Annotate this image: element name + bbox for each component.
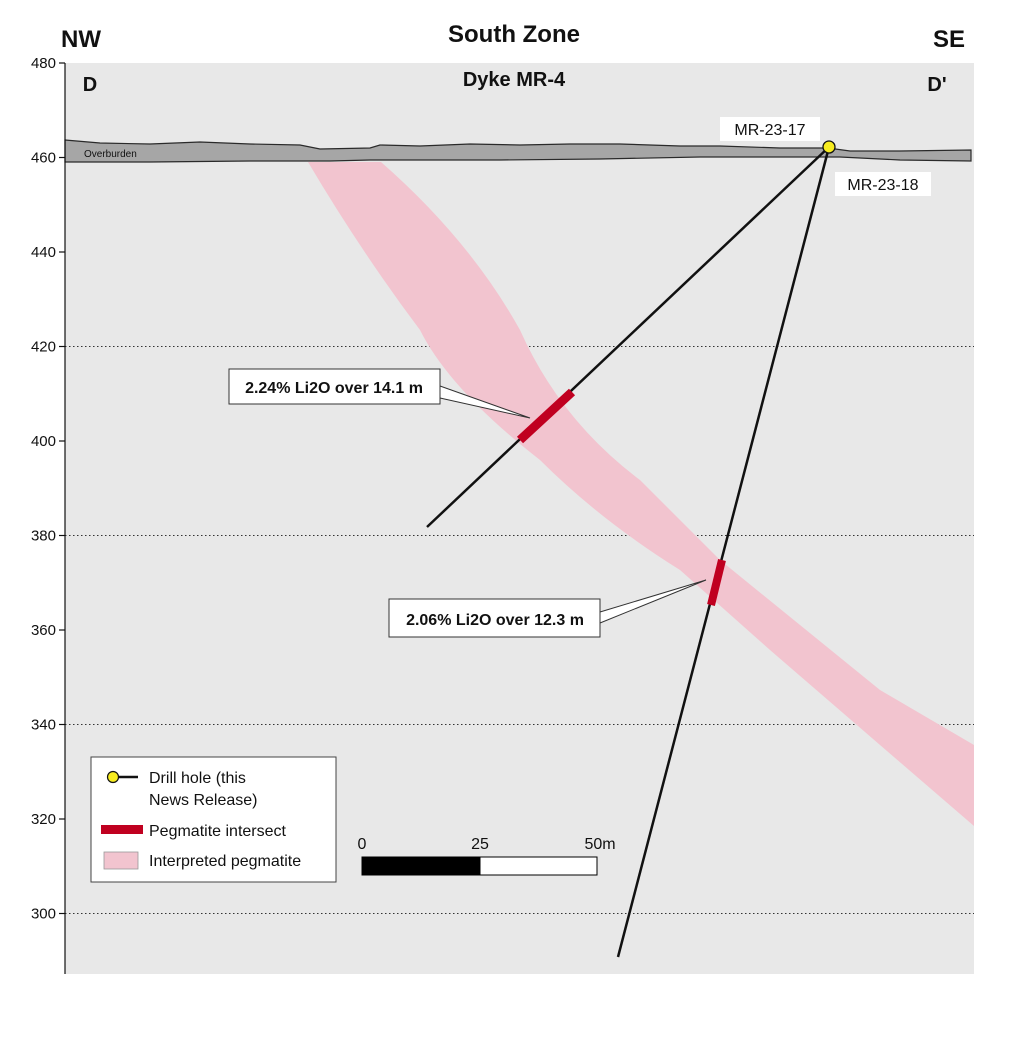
drill-hole-mr-23-18-trace [616,146,831,958]
elevation-tick-label: 320 [31,811,56,828]
mr-23-17-label-box [720,117,820,141]
legend-label-intersect: Pegmatite intersect [149,823,287,840]
callout-2-box [388,598,601,638]
elevation-tick-label: 420 [31,339,56,356]
mr-23-18-label: MR-23-18 [847,177,918,194]
callout-2-text: 2.06% Li2O over 12.3 m [406,612,584,629]
section-subtitle: Dyke MR-4 [463,69,566,91]
section-title: South Zone [448,21,580,48]
legend: Drill hole (this News Release) Pegmatite… [90,756,337,883]
intersect-mr-23-17 [516,388,576,444]
mr-23-18-label-box [835,172,931,196]
elevation-tick-label: 300 [31,906,56,923]
elevation-tick-label: 400 [31,433,56,450]
scale-bar-black-segment [361,856,481,876]
callout-1-box [228,368,441,405]
callout-1-text: 2.24% Li2O over 14.1 m [245,380,423,397]
elevation-tick-label: 460 [31,150,56,167]
scale-bar: 0 25 50m [358,836,616,876]
legend-label-drill-hole: Drill hole (this News Release) [149,770,257,809]
callout-1-leader [439,385,531,419]
interpreted-pegmatite-band [308,162,974,826]
drill-collar-marker [822,140,836,154]
mr-23-17-label: MR-23-17 [734,122,805,139]
elevation-axis: 480 460 440 420 400 380 360 340 320 300 [31,55,65,923]
elevation-tick-label: 380 [31,528,56,545]
drill-hole-mr-23-17-trace [426,146,830,528]
direction-se: SE [933,26,965,53]
legend-label-pegmatite: Interpreted pegmatite [149,853,301,870]
legend-drill-hole-collar [106,770,120,784]
legend-pegmatite-swatch [103,851,139,870]
callout-2-leader [599,579,707,624]
scale-label-25: 25 [471,836,489,853]
elevation-tick-label: 480 [31,55,56,72]
intersect-mr-23-18 [707,559,726,606]
legend-intersect-swatch [101,825,143,834]
scale-label-50m: 50m [584,836,615,853]
elevation-tick-label: 340 [31,717,56,734]
direction-nw: NW [61,26,101,53]
overburden-label: Overburden [84,149,137,160]
elevation-tick-label: 440 [31,244,56,261]
scale-bar-white-segment [479,856,598,876]
section-start-label: D [83,74,97,96]
scale-label-0: 0 [358,836,367,853]
section-end-label: D' [927,74,946,96]
grid-lines [65,346,974,914]
elevation-tick-label: 360 [31,622,56,639]
